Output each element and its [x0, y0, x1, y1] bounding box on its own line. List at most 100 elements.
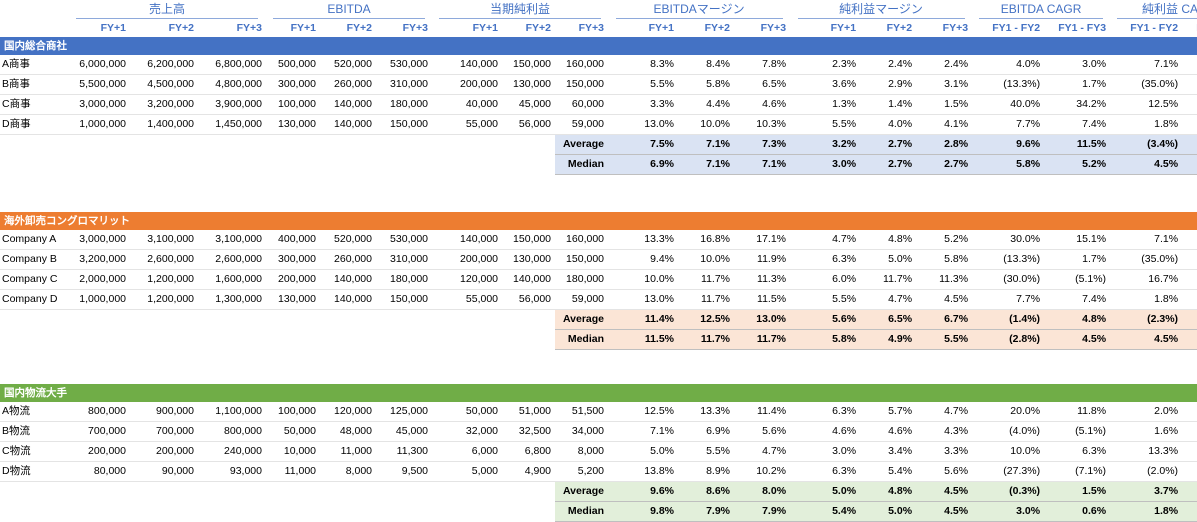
- value-cell: 150,000: [555, 74, 609, 95]
- value-cell: 51,500: [555, 402, 609, 422]
- stat-value: 1.5%: [1044, 481, 1111, 502]
- value-cell: 180,000: [376, 269, 433, 290]
- value-cell: 4.0%: [860, 114, 917, 135]
- value-cell: 7.4%: [1044, 289, 1111, 310]
- value-cell: (27.3%): [972, 461, 1045, 482]
- stat-value: 7.3%: [734, 134, 791, 155]
- company-name: Company D: [0, 289, 68, 310]
- value-cell: 10.0%: [972, 441, 1045, 462]
- stat-blank: [0, 309, 556, 330]
- value-cell: 10.0%: [608, 269, 679, 290]
- value-cell: 4.1%: [916, 114, 973, 135]
- value-cell: 1.8%: [1110, 114, 1183, 135]
- company-row: B物流 700,000 700,000 800,000 50,000 48,000 45,0…: [0, 421, 1197, 442]
- group-header-net-cagr: 純利益 CAGR: [1110, 0, 1197, 19]
- value-cell: 4.6%: [860, 421, 917, 442]
- value-cell: 11.9%: [734, 249, 791, 270]
- value-cell: 10,000: [266, 441, 320, 462]
- stat-value: 9.6%: [608, 481, 679, 502]
- stat-value: 4.5%: [916, 501, 973, 522]
- value-cell: 4.4%: [678, 94, 735, 115]
- value-cell: 7.1%: [608, 421, 679, 442]
- value-cell: 150,000: [376, 114, 433, 135]
- value-cell: 130,000: [502, 74, 556, 95]
- value-cell: 5.8%: [678, 74, 735, 95]
- stat-value: 4.5%: [1044, 329, 1111, 350]
- value-cell: 5,000: [432, 461, 503, 482]
- value-cell: 59,000: [555, 114, 609, 135]
- stat-value: 5.8%: [972, 154, 1045, 175]
- value-cell: 1.6%: [1110, 421, 1183, 442]
- period-header: FY1 - FY3: [1058, 22, 1107, 34]
- company-name: B物流: [0, 421, 68, 442]
- value-cell: 6.3%: [790, 461, 861, 482]
- company-name: C物流: [0, 441, 68, 462]
- value-cell: 2,000,000: [68, 269, 130, 290]
- stat-value: 7.9%: [678, 501, 735, 522]
- value-cell: 13.0%: [608, 289, 679, 310]
- value-cell: 3,200,000: [130, 94, 198, 115]
- stat-label: Median: [555, 329, 609, 350]
- value-cell: 13.3%: [1110, 441, 1183, 462]
- value-cell: 3,200,000: [68, 249, 130, 270]
- value-cell: 3.4%: [860, 441, 917, 462]
- stat-value: 7.1%: [678, 134, 735, 155]
- period-header: FY+2: [168, 22, 194, 34]
- stat-value: 5.6%: [790, 309, 861, 330]
- value-cell: (13.3%): [972, 249, 1045, 270]
- value-cell: 10.0%: [678, 249, 735, 270]
- value-cell: 5.8%: [916, 249, 973, 270]
- value-cell: 15.1%: [1044, 230, 1111, 250]
- period-header: FY+3: [942, 22, 969, 34]
- value-cell: 93,000: [198, 461, 266, 482]
- value-cell: 50,000: [432, 402, 503, 422]
- company-name: D物流: [0, 461, 68, 482]
- period-header: FY+2: [525, 22, 552, 34]
- section-header: 海外卸売コングロマリット: [0, 212, 1197, 230]
- stat-row: Average 7.5% 7.1% 7.3% 3.2% 2.7% 2.8% 9.6% 11.5%…: [0, 134, 1197, 155]
- value-cell: 140,000: [320, 269, 376, 290]
- value-cell: 11.7%: [860, 269, 917, 290]
- value-cell: 520,000: [320, 230, 376, 250]
- value-cell: 55,000: [432, 289, 503, 310]
- value-cell: 400,000: [266, 230, 320, 250]
- value-cell: 1.3%: [790, 94, 861, 115]
- value-cell: 310,000: [376, 249, 433, 270]
- value-cell: 1,200,000: [130, 269, 198, 290]
- value-cell: 100,000: [266, 402, 320, 422]
- value-cell: 6,800: [502, 441, 556, 462]
- value-cell: 150,000: [376, 289, 433, 310]
- period-header: FY+3: [402, 22, 429, 34]
- period-header: FY1 - FY3: [1182, 19, 1197, 37]
- value-cell: 260,000: [320, 249, 376, 270]
- value-cell: 32,500: [502, 421, 556, 442]
- group-header-net-income: 当期純利益: [432, 0, 608, 19]
- company-row: B商事 5,500,000 4,500,000 4,800,000 300,000 260…: [0, 74, 1197, 95]
- value-cell: 11.8%: [1044, 402, 1111, 422]
- value-cell: 200,000: [266, 269, 320, 290]
- period-header: FY1 - FY2: [992, 22, 1041, 34]
- value-cell: 120,000: [320, 402, 376, 422]
- value-cell: (13.3%): [972, 74, 1045, 95]
- period-header: FY+1: [648, 22, 675, 34]
- value-cell: 150,000: [502, 55, 556, 75]
- value-cell: 3.0%: [790, 441, 861, 462]
- value-cell: 3,000,000: [68, 94, 130, 115]
- value-cell: 5.0%: [860, 249, 917, 270]
- value-cell: 11,300: [376, 441, 433, 462]
- value-cell: 300,000: [266, 74, 320, 95]
- value-cell: 200,000: [432, 249, 503, 270]
- period-header: FY1 - FY2: [1130, 22, 1179, 34]
- stat-value: 4.5%: [1110, 329, 1183, 350]
- stat-value: 5.4%: [790, 501, 861, 522]
- group-header-row: 売上高 EBITDA 当期純利益 EBITDAマージン 純利益マージン EBIT…: [0, 0, 1197, 19]
- stat-blank: [0, 329, 556, 350]
- stat-value: 7.5%: [608, 134, 679, 155]
- value-cell: 140,000: [320, 114, 376, 135]
- stat-value: 9.8%: [608, 501, 679, 522]
- section-spacer: [0, 175, 1197, 213]
- value-cell: 10.0%: [678, 114, 735, 135]
- value-cell: 2,600,000: [130, 249, 198, 270]
- company-name: A商事: [0, 55, 68, 75]
- value-cell: 11.3%: [916, 269, 973, 290]
